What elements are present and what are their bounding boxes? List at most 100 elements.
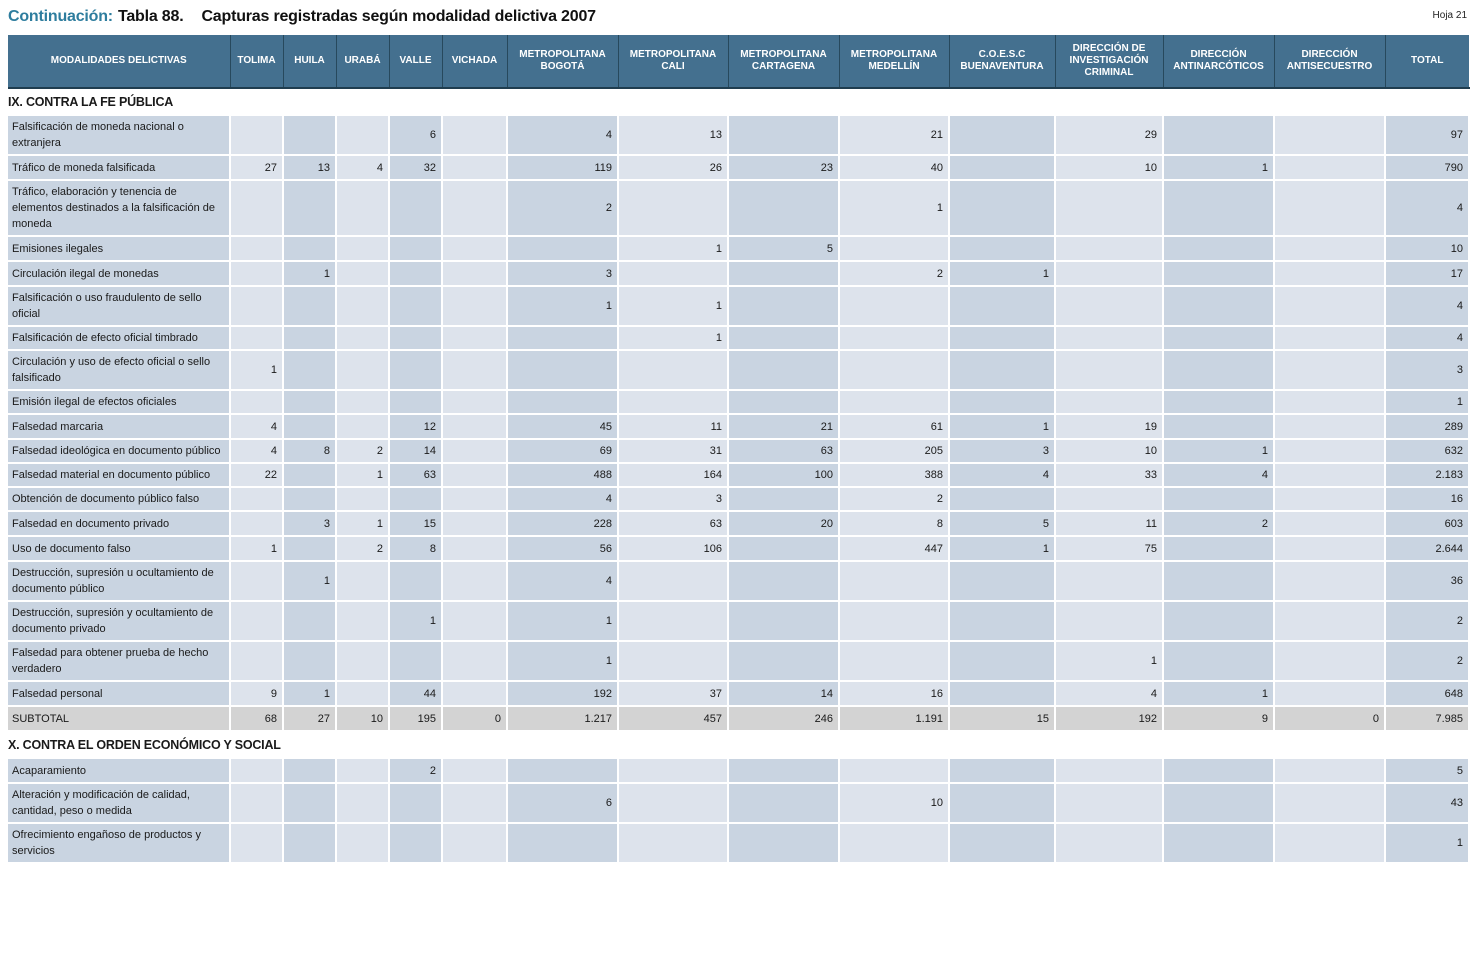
cell [728,783,840,824]
cell [1163,115,1275,156]
cell: 1 [1385,390,1470,415]
cell: 43 [1385,783,1470,824]
cell: 0 [442,706,508,732]
cell: 1 [230,536,284,562]
cell [442,350,508,391]
cell [389,350,443,391]
table-row: Alteración y modificación de calidad, ca… [8,783,1470,824]
row-label: Falsificación de moneda nacional o extra… [8,115,231,156]
cell: 1.191 [839,706,950,732]
cell [618,561,729,602]
cell: 2 [389,758,443,784]
cell [1274,823,1386,864]
cell: 2.644 [1385,536,1470,562]
cell: 4 [507,487,619,512]
cell [1274,783,1386,824]
cell [1274,390,1386,415]
cell [728,180,840,237]
cell: 2 [336,536,390,562]
title-table-number: Tabla 88. [117,8,184,25]
cell: 9 [230,681,284,707]
section-title: X. CONTRA EL ORDEN ECONÓMICO Y SOCIAL [8,731,1470,759]
cell [230,180,284,237]
cell: 195 [389,706,443,732]
cell: 13 [283,155,337,181]
cell: 3 [283,511,337,537]
cell [283,641,337,682]
column-header: MODALIDADES DELICTIVAS [8,35,231,89]
title-bar: Continuación: Tabla 88. Capturas registrad… [0,0,1477,32]
cell [1055,487,1164,512]
column-header: METROPOLITANA MEDELLÍN [839,35,950,89]
row-label: Falsedad marcaria [8,414,231,440]
cell [1274,641,1386,682]
cell [442,414,508,440]
cell [1274,758,1386,784]
cell: 4 [1385,286,1470,327]
cell [728,261,840,287]
cell: 3 [618,487,729,512]
cell [949,783,1056,824]
column-header: VICHADA [442,35,508,89]
cell: 15 [949,706,1056,732]
cell: 1.217 [507,706,619,732]
section-header-row: X. CONTRA EL ORDEN ECONÓMICO Y SOCIAL [8,731,1470,759]
cell [1274,487,1386,512]
cell [949,681,1056,707]
cell [839,758,950,784]
row-label: Falsedad personal [8,681,231,707]
cell [728,350,840,391]
cell: 12 [389,414,443,440]
cell [728,561,840,602]
table-row: Emisión ilegal de efectos oficiales 1 [8,390,1470,415]
cell [1163,326,1275,351]
cell [283,286,337,327]
cell [442,180,508,237]
cell [230,115,284,156]
cell: 1 [283,561,337,602]
cell [1055,758,1164,784]
cell: 14 [389,439,443,464]
subtotal-row: SUBTOTAL 68 27 10 195 0 1.217 457 246 1.191 15 192 9… [8,706,1470,732]
cell [442,115,508,156]
cell [389,236,443,262]
cell [283,180,337,237]
cell [336,390,390,415]
row-label: Alteración y modificación de calidad, ca… [8,783,231,824]
cell [442,286,508,327]
cell: 457 [618,706,729,732]
row-label: Falsedad ideológica en documento público [8,439,231,464]
cell [618,641,729,682]
cell [230,783,284,824]
sheet-number: Hoja 21 [1432,10,1467,21]
cell: 246 [728,706,840,732]
cell: 2 [839,487,950,512]
cell: 44 [389,681,443,707]
cell [728,326,840,351]
cell [283,536,337,562]
cell [442,783,508,824]
cell: 790 [1385,155,1470,181]
cell: 289 [1385,414,1470,440]
cell [442,390,508,415]
cell [1163,390,1275,415]
cell: 63 [728,439,840,464]
cell: 192 [507,681,619,707]
cell [1055,823,1164,864]
cell: 192 [1055,706,1164,732]
cell: 6 [389,115,443,156]
cell [389,390,443,415]
cell [949,390,1056,415]
cell: 23 [728,155,840,181]
cell: 205 [839,439,950,464]
cell [442,511,508,537]
cell [1055,236,1164,262]
cell: 603 [1385,511,1470,537]
cell: 3 [507,261,619,287]
cell [442,155,508,181]
cell: 10 [1385,236,1470,262]
column-header: URABÁ [336,35,390,89]
row-label: Ofrecimiento engañoso de productos y ser… [8,823,231,864]
cell: 2.183 [1385,463,1470,488]
cell [1055,326,1164,351]
